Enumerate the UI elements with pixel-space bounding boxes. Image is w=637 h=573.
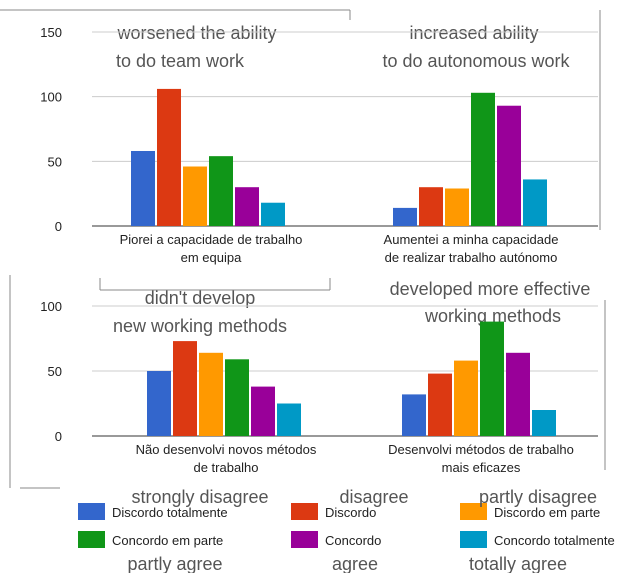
annotation-top-right-line2: to do autonomous work: [382, 51, 570, 71]
annotation-bottom-right-line1: developed more effective: [390, 279, 591, 299]
bar: [225, 359, 249, 436]
annotations: worsened the ability to do team work inc…: [113, 23, 590, 336]
legend-annotation-partly-agree: partly agree: [127, 554, 222, 573]
annotation-bottom-left-line1: didn't develop: [145, 288, 256, 308]
x-category-label: em equipa: [181, 250, 242, 265]
bar: [393, 207, 417, 226]
bar: [251, 386, 275, 436]
x-category-label: Não desenvolvi novos métodos: [136, 442, 317, 457]
legend-annotation-totally-agree: totally agree: [469, 554, 567, 573]
annotation-top-left-line1: worsened the ability: [116, 23, 276, 43]
legend-swatch: [78, 503, 105, 520]
x-category-label: mais eficazes: [442, 460, 521, 475]
legend-label: Discordo: [325, 505, 376, 520]
bar: [532, 410, 556, 436]
x-category-label: Desenvolvi métodos de trabalho: [388, 442, 574, 457]
collage-frame-lines: [0, 9, 606, 489]
legend-annotation-partly-disagree: partly disagree: [479, 487, 597, 507]
y-tick-label: 150: [40, 25, 62, 40]
annotation-bottom-left-line2: new working methods: [113, 316, 287, 336]
legend-label: Discordo totalmente: [112, 505, 228, 520]
annotation-top-left-line2: to do team work: [116, 51, 245, 71]
y-tick-label: 50: [48, 154, 62, 169]
legend-label: Concordo totalmente: [494, 533, 615, 548]
bar: [445, 188, 469, 226]
x-category-label: de trabalho: [193, 460, 258, 475]
bar: [506, 352, 530, 436]
y-tick-label: 100: [40, 299, 62, 314]
annotation-bottom-right-line2: working methods: [424, 306, 561, 326]
bar: [199, 352, 223, 436]
bar: [157, 88, 181, 226]
legend-label: Discordo em parte: [494, 505, 600, 520]
chart-panel-1: 150 100 50 0 Piorei a capacidade de trabalho…: [40, 25, 598, 265]
bar: [402, 394, 426, 436]
legend-annotation-disagree: disagree: [339, 487, 408, 507]
bar: [497, 105, 521, 226]
y-tick-label: 0: [55, 219, 62, 234]
annotation-top-right-line1: increased ability: [409, 23, 538, 43]
legend-label: Concordo em parte: [112, 533, 223, 548]
chart-panel-2: 100 50 0 Não desenvolvi novos métodos de tra…: [40, 299, 598, 475]
legend: Discordo totalmente Discordo Discordo em p…: [78, 503, 615, 548]
bar: [183, 166, 207, 226]
legend-annotation-agree: agree: [332, 554, 378, 573]
x-category-label: Aumentei a minha capacidade: [384, 232, 559, 247]
x-category-label: de realizar trabalho autónomo: [385, 250, 558, 265]
bar: [471, 92, 495, 226]
legend-swatch: [291, 531, 318, 548]
bar: [480, 321, 504, 436]
bar: [454, 360, 478, 436]
y-tick-label: 100: [40, 90, 62, 105]
bar: [235, 187, 259, 226]
bar: [261, 202, 285, 226]
legend-swatch: [460, 531, 487, 548]
legend-swatch: [460, 503, 487, 520]
legend-label: Concordo: [325, 533, 381, 548]
legend-annotation-strongly-disagree: strongly disagree: [131, 487, 268, 507]
bar: [131, 150, 155, 226]
bar: [209, 156, 233, 226]
bar: [419, 187, 443, 226]
legend-swatch: [78, 531, 105, 548]
legend-swatch: [291, 503, 318, 520]
legend-annotations: strongly disagree disagree partly disagr…: [127, 487, 597, 573]
bar: [147, 371, 171, 436]
x-category-label: Piorei a capacidade de trabalho: [120, 232, 303, 247]
bar: [428, 373, 452, 436]
y-tick-label: 50: [48, 364, 62, 379]
y-tick-label: 0: [55, 429, 62, 444]
charts-layer: 150 100 50 0 Piorei a capacidade de trabalho…: [40, 25, 598, 475]
bar: [173, 341, 197, 436]
bar: [523, 179, 547, 226]
bar: [277, 403, 301, 436]
